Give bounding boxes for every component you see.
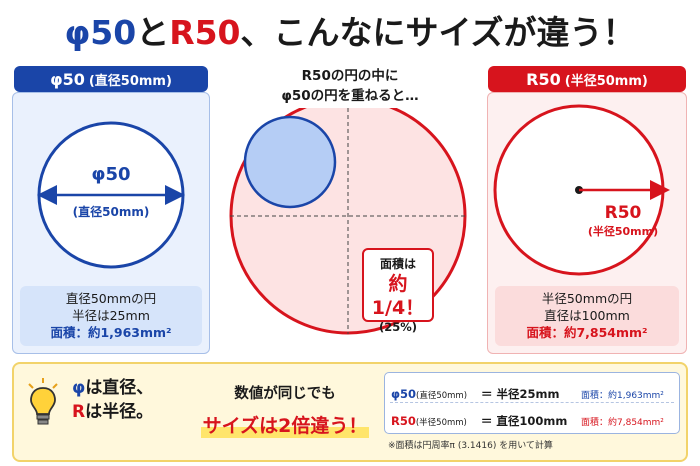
phi50-info-box: 直径50mmの円 半径は25mm 面積：約1,963mm² xyxy=(20,286,202,346)
overlay-diagram xyxy=(229,108,467,335)
phi50-overlay-circle xyxy=(243,115,337,209)
r50-header: R50 (半径50mm) xyxy=(488,66,686,92)
row-r50-sub: (半径50mm) xyxy=(415,418,467,428)
r50-info-box: 半径50mmの円 直径は100mm 面積：約7,854mm² xyxy=(495,286,679,346)
row-phi50-area: 面積：約1,963mm² xyxy=(581,391,664,401)
row-phi50-label: φ50 xyxy=(391,387,416,401)
r50-radius-label: R50 xyxy=(605,203,642,223)
comparison-divider xyxy=(390,402,674,403)
title-rest: 、こんなにサイズが違う！ xyxy=(240,13,636,52)
title-r50: R50 xyxy=(169,13,241,52)
page-title: φ50とR50、こんなにサイズが違う！ xyxy=(0,6,700,54)
key-point: φは直径、 Rは半径。 xyxy=(72,376,153,424)
phi50-header-main: φ50 xyxy=(50,69,85,89)
r50-circle-diagram: R50 (半径50mm) xyxy=(493,104,670,276)
area-ratio-label: 面積は xyxy=(379,257,416,271)
key-message: 数値が同じでも サイズは2倍違う！ xyxy=(190,380,380,438)
r50-header-sub: (半径50mm) xyxy=(564,73,648,89)
row-phi50-sub: (直径50mm) xyxy=(416,391,468,401)
r50-info-line1: 半径50mmの円 xyxy=(541,291,633,306)
comparison-row-r50: R50(半径50mm) ＝ 直径100mm 面積：約7,854mm² xyxy=(391,413,664,429)
phi50-circle-diagram: φ50 (直径50mm) xyxy=(37,121,185,269)
key-point-r-text: は半径。 xyxy=(85,402,154,422)
overlay-caption-line2: φ50の円を重ねると… xyxy=(281,88,419,104)
overlay-caption-line1: R50の円の中に xyxy=(301,68,399,84)
phi50-info-line1: 直径50mmの円 xyxy=(65,291,157,306)
phi50-header-sub: (直径50mm) xyxy=(88,73,172,89)
row-r50-area: 面積：約7,854mm² xyxy=(581,418,664,428)
phi50-circle-label: φ50 xyxy=(91,164,130,185)
key-message-line1: 数値が同じでも xyxy=(234,386,336,402)
area-ratio-callout: 面積は 約1/4！ (25%) xyxy=(362,248,434,334)
footnote: ※面積は円周率π (3.1416) を用いて計算 xyxy=(388,441,553,451)
row-phi50-eq: ＝ 半径25mm xyxy=(481,387,560,401)
phi50-info-area: 面積：約1,963mm² xyxy=(50,325,172,340)
key-message-line2: サイズは2倍違う！ xyxy=(200,411,370,438)
title-phi50: φ50 xyxy=(64,13,137,52)
comparison-row-phi50: φ50(直径50mm) ＝ 半径25mm 面積：約1,963mm² xyxy=(391,386,664,402)
r50-radius-sub: (半径50mm) xyxy=(588,224,658,238)
row-r50-eq: ＝ 直径100mm xyxy=(480,414,568,428)
r50-info-area: 面積：約7,854mm² xyxy=(526,325,648,340)
title-to: と xyxy=(136,13,170,52)
comparison-table: φ50(直径50mm) ＝ 半径25mm 面積：約1,963mm² R50(半径… xyxy=(384,372,680,434)
key-point-phi-text: は直径、 xyxy=(85,378,154,398)
key-point-r: R xyxy=(72,402,86,422)
phi50-header: φ50 (直径50mm) xyxy=(14,66,208,92)
r50-info-line2: 直径は100mm xyxy=(544,308,630,323)
area-ratio-percent: (25%) xyxy=(378,320,418,334)
phi50-circle-sub: (直径50mm) xyxy=(73,204,150,219)
r50-header-main: R50 xyxy=(526,69,561,89)
lightbulb-icon xyxy=(28,378,58,425)
row-r50-label: R50 xyxy=(391,414,416,428)
area-ratio-value: 約1/4！ xyxy=(371,273,425,319)
phi50-info-line2: 半径は25mm xyxy=(72,308,150,323)
key-point-phi: φ xyxy=(72,378,86,398)
overlay-caption: R50の円の中に φ50の円を重ねると… xyxy=(234,66,466,106)
